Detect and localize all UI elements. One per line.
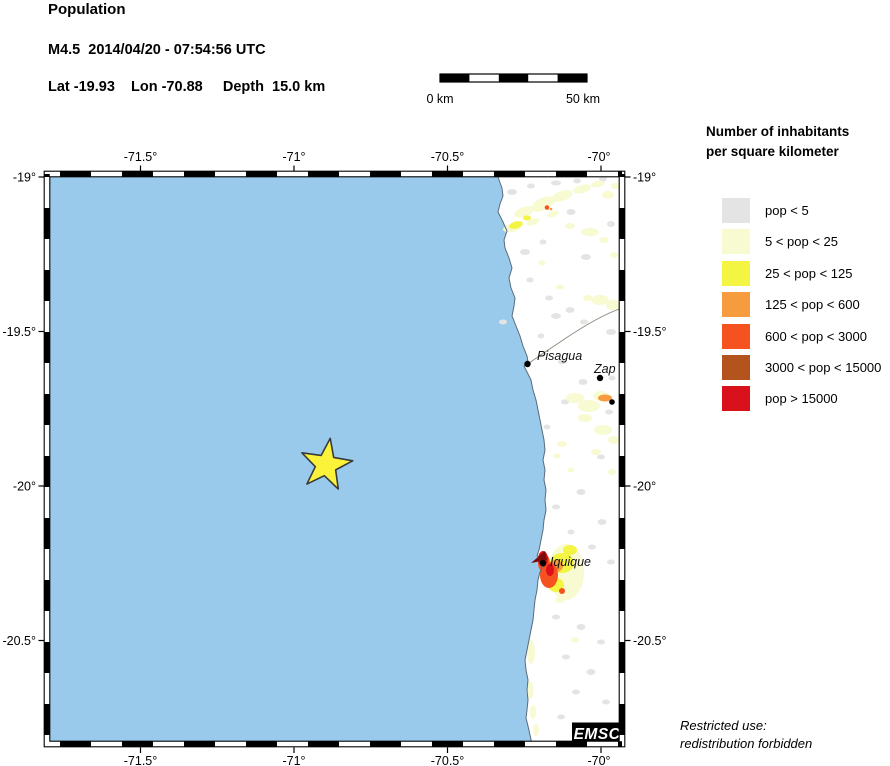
lat-label-right-0: -19° xyxy=(633,171,656,185)
legend-row: 600 < pop < 3000 xyxy=(722,322,890,353)
map-frame xyxy=(43,170,626,748)
legend-row: 25 < pop < 125 xyxy=(722,259,890,290)
axis-ticks xyxy=(38,165,631,753)
lon-label-bottom-1: -71° xyxy=(282,754,305,766)
lon-label-bottom-3: -70° xyxy=(587,754,610,766)
legend-label: 5 < pop < 25 xyxy=(765,234,839,250)
coastline xyxy=(496,174,547,744)
legend-swatch-5-25 xyxy=(722,229,750,255)
legend-swatch-125-600 xyxy=(722,292,750,318)
legend-swatch-gt15000 xyxy=(722,386,750,412)
legend-swatch-3000-15000 xyxy=(722,354,750,380)
river-line xyxy=(527,307,622,365)
legend-label: 3000 < pop < 15000 xyxy=(765,359,882,375)
axis-labels: -71.5° -71° -70.5° -70° -71.5° -71° -70.… xyxy=(3,150,667,766)
pop-lt5-patches xyxy=(499,176,616,730)
legend-rows: pop < 5 5 < pop < 25 25 < pop < 125 125 … xyxy=(722,196,890,416)
lon-label-bottom-0: -71.5° xyxy=(124,754,158,766)
legend-swatch-pop-lt5 xyxy=(722,198,750,223)
lon-label-top-3: -70° xyxy=(587,150,610,164)
lon-label-top-2: -70.5° xyxy=(431,150,465,164)
city-marker-pisagua xyxy=(524,360,531,368)
event-lat-lon-depth: Lat -19.93 Lon -70.88 Depth 15.0 km xyxy=(48,79,326,95)
lat-label-right-2: -20° xyxy=(633,480,656,494)
land-area xyxy=(497,174,622,744)
scale-bar: 0 km 50 km xyxy=(426,73,600,106)
lon-label-top-1: -71° xyxy=(282,150,305,164)
legend-label: 25 < pop < 125 xyxy=(765,265,853,281)
legend-label: pop > 15000 xyxy=(765,391,838,407)
scale-bar-start-label: 0 km xyxy=(426,92,453,106)
city-marker-iquique xyxy=(539,559,547,567)
restricted-use-note: Restricted use: redistribution forbidden xyxy=(680,717,812,753)
legend: Number of inhabitants per square kilomet… xyxy=(706,122,890,412)
legend-row: 5 < pop < 25 xyxy=(722,227,890,258)
legend-title-line1: Number of inhabitants xyxy=(706,124,850,139)
city-label-zapiga: Zap xyxy=(593,362,616,376)
city-label-pisagua: Pisagua xyxy=(537,349,582,363)
restricted-line1: Restricted use: xyxy=(680,718,767,733)
page-title: Population xyxy=(48,1,126,18)
event-magnitude-datetime: M4.5 2014/04/20 - 07:54:56 UTC xyxy=(48,42,266,58)
city-label-iquique: Iquique xyxy=(550,555,591,569)
legend-label: pop < 5 xyxy=(765,203,809,218)
legend-label: 600 < pop < 3000 xyxy=(765,328,867,344)
legend-swatch-600-3000 xyxy=(722,323,750,349)
emsc-logo-text: EMSC xyxy=(574,726,621,743)
lat-label-left-3: -20.5° xyxy=(3,634,37,648)
epicenter-star-icon xyxy=(301,437,354,490)
legend-row: pop < 5 xyxy=(722,196,890,227)
lon-label-bottom-2: -70.5° xyxy=(431,754,465,766)
legend-row: pop > 15000 xyxy=(722,384,890,415)
lat-label-left-2: -20° xyxy=(13,480,36,494)
lat-label-right-1: -19.5° xyxy=(633,325,667,339)
scale-bar-end-label: 50 km xyxy=(566,92,600,106)
lat-label-right-3: -20.5° xyxy=(633,634,667,648)
city-marker-unlabeled xyxy=(609,399,615,405)
legend-title-line2: per square kilometer xyxy=(706,144,839,159)
legend-label: 125 < pop < 600 xyxy=(765,297,860,313)
city-marker-zapiga xyxy=(596,374,604,382)
city-markers: Pisagua Zap Iquique xyxy=(524,349,616,569)
restricted-line2: redistribution forbidden xyxy=(680,736,813,751)
legend-swatch-25-125 xyxy=(722,260,750,286)
emsc-logo: EMSC xyxy=(572,722,622,744)
lon-label-top-0: -71.5° xyxy=(124,150,158,164)
legend-row: 3000 < pop < 15000 xyxy=(722,353,890,384)
lat-label-left-1: -19.5° xyxy=(3,325,37,339)
lat-label-left-0: -19° xyxy=(13,171,36,185)
legend-row: 125 < pop < 600 xyxy=(722,290,890,321)
